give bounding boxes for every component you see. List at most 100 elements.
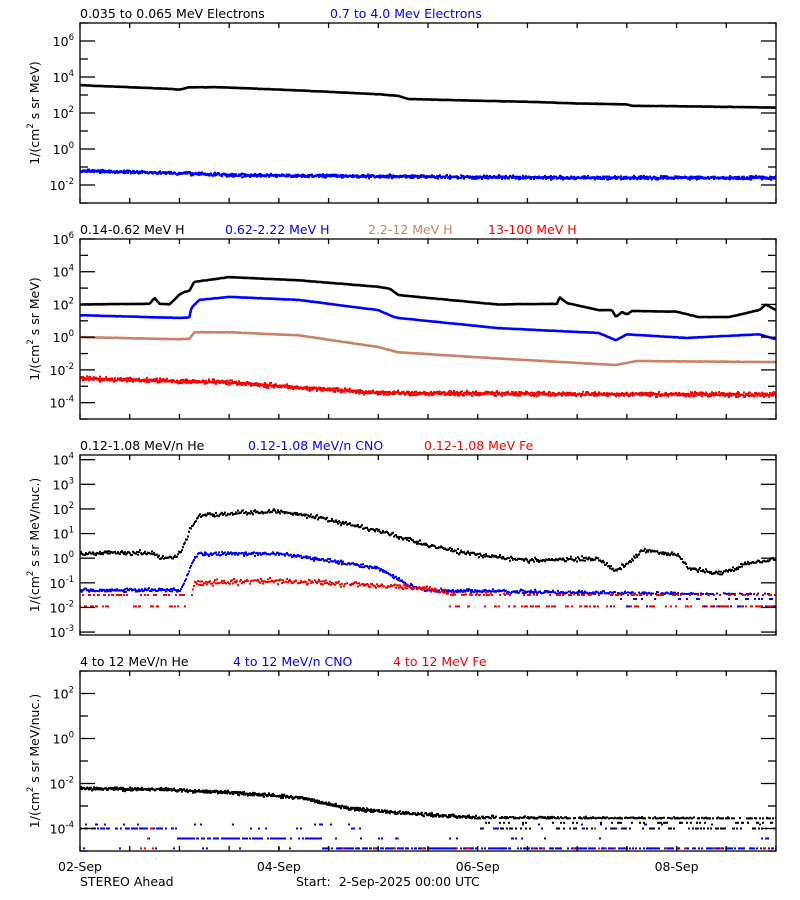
data-point bbox=[124, 172, 126, 175]
data-point bbox=[227, 380, 229, 383]
data-point bbox=[729, 568, 731, 571]
data-point bbox=[235, 380, 237, 383]
data-point bbox=[468, 605, 470, 608]
data-point bbox=[562, 557, 564, 560]
data-point bbox=[274, 509, 276, 512]
data-point bbox=[413, 394, 415, 397]
data-point bbox=[286, 383, 288, 386]
data-point bbox=[738, 176, 740, 179]
data-point bbox=[266, 383, 268, 386]
data-point bbox=[317, 518, 319, 521]
data-point bbox=[700, 391, 702, 394]
series-1 bbox=[80, 83, 776, 109]
data-point bbox=[461, 593, 463, 596]
data-point bbox=[172, 557, 174, 560]
data-point bbox=[741, 565, 743, 568]
data-point bbox=[279, 512, 281, 515]
data-point bbox=[774, 605, 776, 608]
data-point bbox=[170, 556, 172, 559]
data-point bbox=[171, 605, 173, 608]
data-point bbox=[159, 587, 161, 590]
data-point bbox=[87, 553, 89, 556]
data-point bbox=[465, 589, 467, 592]
data-point bbox=[733, 569, 735, 572]
data-point bbox=[215, 383, 217, 385]
series-line bbox=[80, 83, 776, 109]
data-point bbox=[541, 560, 543, 562]
data-point bbox=[322, 558, 324, 561]
data-point bbox=[623, 592, 625, 595]
data-point bbox=[324, 582, 326, 585]
data-point bbox=[188, 530, 190, 533]
data-point bbox=[173, 556, 175, 559]
data-point bbox=[646, 594, 648, 596]
data-point bbox=[446, 393, 448, 396]
data-point bbox=[90, 588, 92, 591]
data-point bbox=[325, 579, 327, 582]
data-point bbox=[176, 590, 178, 593]
data-point bbox=[533, 593, 535, 596]
data-point bbox=[532, 605, 534, 608]
data-point bbox=[589, 591, 591, 594]
data-point bbox=[479, 593, 481, 596]
data-point bbox=[676, 554, 678, 557]
data-point bbox=[478, 394, 480, 397]
data-point bbox=[356, 582, 358, 585]
data-point bbox=[186, 382, 188, 385]
data-point bbox=[649, 605, 651, 608]
data-point bbox=[640, 178, 642, 180]
data-point bbox=[180, 551, 182, 554]
data-point bbox=[620, 568, 622, 571]
data-point bbox=[192, 524, 194, 527]
data-point bbox=[419, 539, 421, 542]
data-point bbox=[376, 390, 378, 393]
data-point bbox=[694, 175, 696, 178]
data-point bbox=[598, 594, 600, 596]
series-line bbox=[80, 275, 776, 319]
data-point bbox=[742, 394, 744, 397]
data-point bbox=[620, 598, 622, 600]
data-point bbox=[768, 594, 770, 596]
data-point bbox=[749, 391, 751, 394]
data-point bbox=[702, 605, 704, 608]
data-point bbox=[192, 379, 194, 381]
data-point bbox=[410, 392, 412, 395]
data-point bbox=[313, 558, 315, 561]
data-point bbox=[86, 171, 88, 174]
data-point bbox=[316, 389, 318, 392]
data-point bbox=[535, 590, 537, 593]
data-point bbox=[452, 589, 454, 591]
data-point bbox=[342, 520, 344, 523]
data-point bbox=[729, 594, 731, 596]
data-point bbox=[286, 552, 288, 555]
data-point bbox=[305, 513, 307, 516]
data-point bbox=[339, 388, 341, 391]
data-point bbox=[466, 551, 468, 554]
data-point bbox=[393, 390, 395, 393]
data-point bbox=[94, 552, 96, 555]
data-point bbox=[108, 594, 110, 596]
data-point bbox=[503, 592, 505, 595]
data-point bbox=[204, 172, 206, 175]
data-point bbox=[605, 394, 607, 397]
data-point bbox=[89, 376, 91, 379]
data-point bbox=[433, 590, 435, 593]
data-point bbox=[292, 513, 294, 516]
data-point bbox=[639, 592, 641, 595]
data-point bbox=[229, 513, 231, 516]
data-point bbox=[245, 510, 247, 513]
data-point bbox=[738, 605, 740, 608]
data-point bbox=[731, 568, 733, 571]
data-point bbox=[753, 395, 755, 398]
data-point bbox=[275, 553, 277, 556]
data-point bbox=[312, 388, 314, 391]
data-point bbox=[657, 551, 659, 554]
data-point bbox=[659, 177, 661, 180]
data-point bbox=[759, 392, 761, 395]
data-point bbox=[224, 551, 226, 554]
data-point bbox=[535, 558, 537, 561]
data-point bbox=[310, 581, 312, 584]
data-point bbox=[320, 389, 322, 392]
data-point bbox=[226, 552, 228, 555]
data-point bbox=[597, 557, 599, 560]
